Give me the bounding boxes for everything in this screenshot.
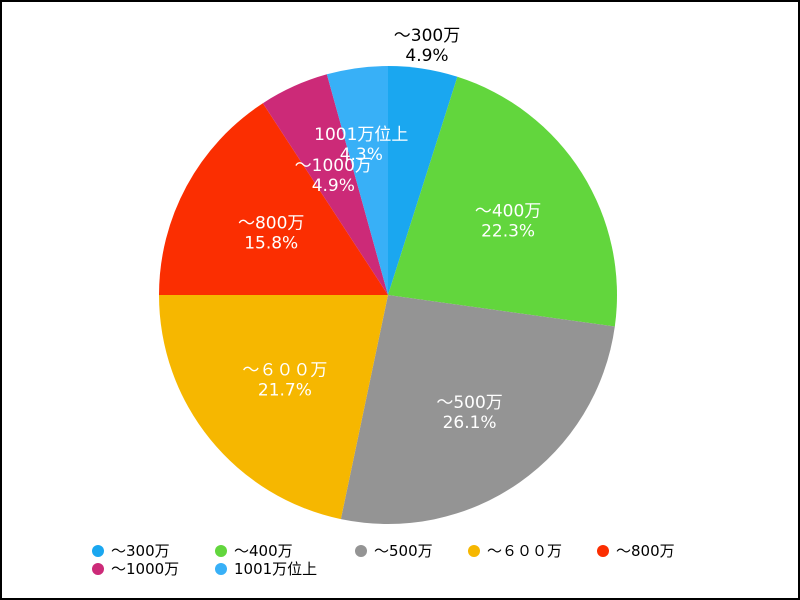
legend-label: ～800万 — [616, 542, 675, 560]
legend-label: ～６００万 — [487, 542, 562, 560]
legend-label: ～1000万 — [111, 560, 179, 578]
legend-label: ～300万 — [111, 542, 170, 560]
legend: ～300万 ～400万 ～500万 ～６００万 ～800万 ～1000万 1001万位上 — [92, 542, 675, 578]
slice-category-label: ～1000万 — [295, 156, 372, 176]
slice-category-label: ～６００万 — [242, 361, 327, 381]
pie-slice-3 — [340, 295, 615, 525]
slice-value-label: 21.7% — [258, 381, 312, 401]
legend-marker-5 — [597, 545, 609, 557]
pie-labels: ～300万4.9%～400万22.3%～500万26.1%～６００万21.7%～… — [238, 26, 541, 433]
pie-slices — [159, 66, 618, 525]
slice-value-label: 26.1% — [443, 413, 497, 433]
pie-slice-1 — [388, 66, 458, 295]
legend-marker-1 — [92, 545, 104, 557]
legend-marker-4 — [468, 545, 480, 557]
slice-value-label: 4.9% — [405, 46, 448, 66]
slice-category-label: ～300万 — [394, 26, 460, 46]
pie-slice-5 — [159, 103, 388, 296]
legend-label: ～500万 — [374, 542, 433, 560]
slice-category-label: ～500万 — [436, 393, 502, 413]
slice-value-label: 15.8% — [244, 234, 298, 254]
legend-marker-7 — [215, 563, 227, 575]
pie-slice-7 — [326, 66, 388, 295]
legend-marker-3 — [355, 545, 367, 557]
slice-category-label: ～400万 — [475, 201, 541, 221]
slice-category-label: ～800万 — [238, 214, 304, 234]
legend-label: 1001万位上 — [234, 560, 317, 578]
slice-value-label: 4.3% — [340, 145, 383, 165]
slice-value-label: 22.3% — [481, 221, 535, 241]
slice-category-label: 1001万位上 — [314, 125, 408, 145]
legend-marker-2 — [215, 545, 227, 557]
pie-slice-4 — [159, 295, 388, 520]
slice-value-label: 4.9% — [312, 176, 355, 196]
pie-slice-6 — [262, 74, 388, 295]
legend-label: ～400万 — [234, 542, 293, 560]
pie-slice-2 — [388, 76, 618, 327]
legend-marker-6 — [92, 563, 104, 575]
